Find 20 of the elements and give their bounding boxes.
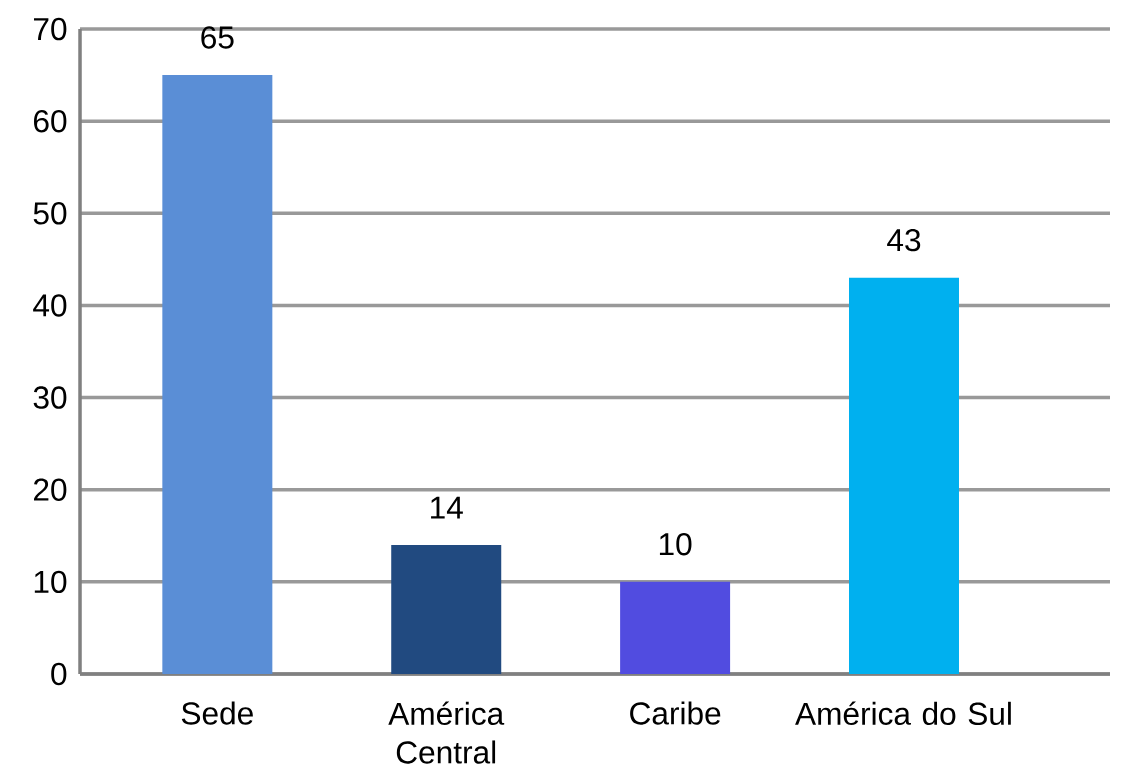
data-label: 14	[431, 496, 463, 519]
data-label: 43	[887, 228, 921, 252]
bar	[162, 74, 273, 674]
data-label: 10	[659, 532, 692, 556]
bar	[620, 581, 731, 674]
y-tick-label: 30	[33, 386, 67, 409]
x-tick-label: Sede	[181, 701, 253, 725]
y-tick-label: 40	[33, 294, 67, 317]
y-tick-label: 10	[34, 570, 67, 593]
y-tick-label: 50	[33, 201, 67, 225]
y-tick-label: 20	[34, 478, 67, 501]
x-tick-label: América do Sul	[795, 701, 1011, 725]
x-tick-label: Caribe	[630, 701, 721, 725]
x-tick-label: América Central	[388, 701, 505, 764]
data-label: 65	[201, 26, 234, 49]
y-tick-label: 70	[34, 17, 67, 41]
bar	[849, 277, 959, 674]
bar	[391, 544, 502, 674]
y-tick-label: 0	[51, 662, 67, 686]
y-tick-label: 60	[34, 109, 67, 133]
